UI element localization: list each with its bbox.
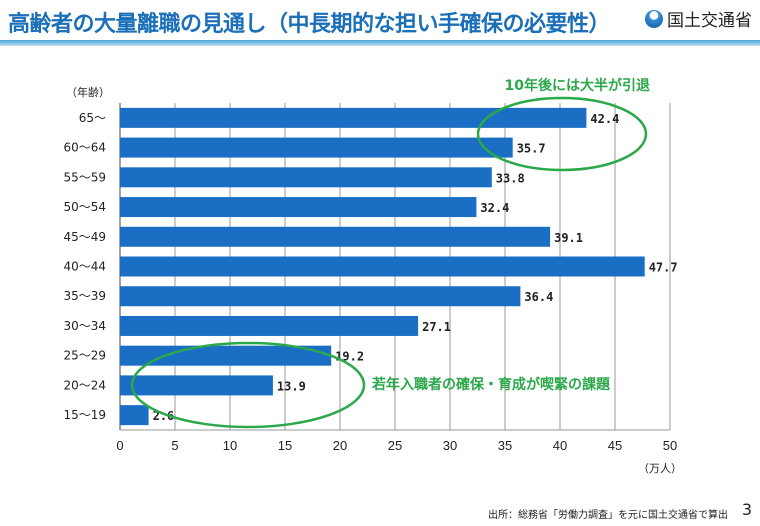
y-tick-label: 15～19 <box>63 408 106 422</box>
data-label: 36.4 <box>524 290 553 304</box>
y-tick-label: 55～59 <box>63 170 106 184</box>
x-tick-label: 5 <box>171 438 178 453</box>
data-label: 39.1 <box>554 231 583 245</box>
data-label: 19.2 <box>335 350 364 364</box>
bar <box>120 137 513 158</box>
x-tick-label: 25 <box>388 438 402 453</box>
x-tick-label: 10 <box>223 438 237 453</box>
bar <box>120 286 521 307</box>
x-tick-label: 20 <box>333 438 347 453</box>
source-note: 出所：総務省「労働力調査」を元に国土交通省で算出 <box>488 510 728 521</box>
bar <box>120 107 587 128</box>
x-tick-label: 35 <box>498 438 512 453</box>
title-divider <box>0 40 760 46</box>
bar <box>120 315 419 336</box>
y-tick-label: 65～ <box>79 111 106 125</box>
y-tick-label: 20～24 <box>63 378 106 392</box>
highlight-ellipse <box>476 96 648 172</box>
bar <box>120 405 149 426</box>
y-tick-label: 30～34 <box>63 319 106 333</box>
logo: 国土交通省 <box>645 6 752 31</box>
y-tick-label: 40～44 <box>63 260 106 274</box>
data-label: 47.7 <box>649 261 678 275</box>
logo-text: 国土交通省 <box>667 11 752 31</box>
x-axis-label: （万人） <box>638 462 682 475</box>
annotation-retirement: 10年後には大半が引退 <box>505 77 650 94</box>
annotation-youth: 若年入職者の確保・育成が喫緊の課題 <box>371 376 611 393</box>
page-number: 3 <box>741 500 752 519</box>
data-label: 27.1 <box>422 320 451 334</box>
bar <box>120 375 273 396</box>
data-label: 35.7 <box>517 142 546 156</box>
highlight-ellipse <box>130 341 366 429</box>
x-tick-label: 30 <box>443 438 457 453</box>
data-label: 13.9 <box>277 379 306 393</box>
y-tick-label: 25～29 <box>63 349 106 363</box>
page-title: 高齢者の大量離職の見通し（中長期的な担い手確保の必要性） <box>8 12 611 37</box>
bar <box>120 226 551 247</box>
x-tick-label: 15 <box>278 438 292 453</box>
bar <box>120 167 492 188</box>
x-tick-label: 0 <box>116 438 123 453</box>
data-label: 32.4 <box>480 201 509 215</box>
data-label: 42.4 <box>590 112 619 126</box>
bar <box>120 197 477 218</box>
y-axis-label: （年齢） <box>66 85 110 99</box>
mlit-logo-icon <box>645 9 663 28</box>
bar <box>120 256 645 277</box>
bar <box>120 345 332 366</box>
y-tick-label: 45～49 <box>63 230 106 244</box>
y-tick-label: 35～39 <box>63 289 106 303</box>
x-tick-label: 45 <box>608 438 622 453</box>
x-tick-label: 40 <box>553 438 567 453</box>
y-tick-label: 60～64 <box>63 141 106 155</box>
y-tick-label: 50～54 <box>63 200 106 214</box>
data-label: 33.8 <box>496 171 525 185</box>
x-tick-label: 50 <box>663 438 677 453</box>
